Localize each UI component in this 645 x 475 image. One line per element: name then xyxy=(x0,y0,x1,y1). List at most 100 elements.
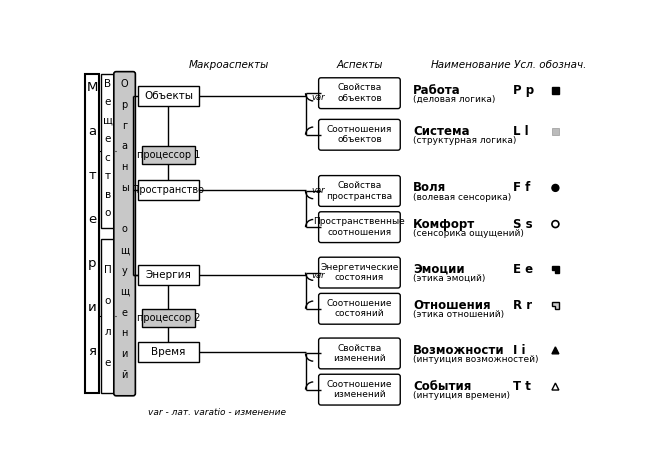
Text: в: в xyxy=(104,190,111,200)
Bar xyxy=(552,128,559,135)
FancyBboxPatch shape xyxy=(319,176,401,206)
Bar xyxy=(85,74,99,393)
FancyBboxPatch shape xyxy=(319,78,401,109)
Text: var: var xyxy=(312,93,325,102)
Text: Эмоции: Эмоции xyxy=(413,263,465,276)
Text: Энергетические
состояния: Энергетические состояния xyxy=(321,263,399,282)
Text: Время: Время xyxy=(152,347,186,357)
Text: процессор 1: процессор 1 xyxy=(137,150,200,160)
Text: Свойства
объектов: Свойства объектов xyxy=(337,84,382,103)
Polygon shape xyxy=(552,347,559,354)
Text: Усл. обознач.: Усл. обознач. xyxy=(514,60,586,70)
Text: Пространство: Пространство xyxy=(132,185,204,195)
Text: Объекты: Объекты xyxy=(144,91,193,101)
Text: var - лат. varatio - изменение: var - лат. varatio - изменение xyxy=(148,408,286,417)
Text: е: е xyxy=(88,213,96,226)
Text: Отношения: Отношения xyxy=(413,299,491,312)
Text: е: е xyxy=(104,358,111,368)
Text: т: т xyxy=(104,171,111,181)
Text: S s: S s xyxy=(513,218,533,230)
Polygon shape xyxy=(552,383,559,390)
Text: Соотношения
объектов: Соотношения объектов xyxy=(327,125,392,144)
Text: var: var xyxy=(312,187,325,196)
Bar xyxy=(101,239,115,393)
Text: е: е xyxy=(122,308,128,318)
Circle shape xyxy=(552,220,559,228)
Text: й: й xyxy=(121,370,128,380)
Bar xyxy=(137,180,199,200)
Text: (деловая логика): (деловая логика) xyxy=(413,95,496,104)
Text: процессор 2: процессор 2 xyxy=(137,313,200,323)
Text: щ: щ xyxy=(103,116,113,126)
Polygon shape xyxy=(552,266,559,273)
Text: ы: ы xyxy=(121,183,128,193)
Text: н: н xyxy=(121,162,128,172)
Text: (структурная логика): (структурная логика) xyxy=(413,136,517,145)
Bar xyxy=(137,265,199,285)
Polygon shape xyxy=(552,302,559,309)
Text: Система: Система xyxy=(413,125,470,138)
Text: щ: щ xyxy=(120,287,129,297)
Bar xyxy=(143,145,195,164)
Text: е: е xyxy=(104,134,111,144)
Text: а: а xyxy=(88,125,96,138)
Bar xyxy=(101,74,115,228)
Text: а: а xyxy=(122,142,128,152)
FancyBboxPatch shape xyxy=(319,212,401,243)
Text: События: События xyxy=(413,380,471,393)
Text: о: о xyxy=(104,209,111,218)
Bar xyxy=(552,86,559,94)
Text: л: л xyxy=(104,327,111,337)
Text: (сенсорика ощущений): (сенсорика ощущений) xyxy=(413,229,524,238)
Bar xyxy=(143,309,195,327)
Text: о: о xyxy=(104,296,111,306)
Text: E e: E e xyxy=(513,263,533,276)
Text: и: и xyxy=(121,349,128,359)
Text: В: В xyxy=(104,79,111,89)
FancyBboxPatch shape xyxy=(114,72,135,396)
Text: г: г xyxy=(122,121,127,131)
Text: Работа: Работа xyxy=(413,84,461,96)
Circle shape xyxy=(552,184,559,191)
Text: Свойства
изменений: Свойства изменений xyxy=(333,344,386,363)
Text: L l: L l xyxy=(513,125,529,138)
Text: Наименование: Наименование xyxy=(431,60,511,70)
Text: T t: T t xyxy=(513,380,531,393)
Text: F f: F f xyxy=(513,181,531,194)
Text: R r: R r xyxy=(513,299,533,312)
Text: е: е xyxy=(104,97,111,107)
Text: Комфорт: Комфорт xyxy=(413,218,475,230)
Bar xyxy=(137,342,199,362)
Text: var: var xyxy=(312,271,325,280)
Text: Возможности: Возможности xyxy=(413,344,505,357)
FancyBboxPatch shape xyxy=(319,119,401,150)
Text: н: н xyxy=(121,328,128,338)
FancyBboxPatch shape xyxy=(319,338,401,369)
Text: (интуиция возможностей): (интуиция возможностей) xyxy=(413,355,539,364)
FancyBboxPatch shape xyxy=(319,257,401,288)
Text: у: у xyxy=(122,266,128,276)
Bar xyxy=(137,86,199,106)
Text: Макроаспекты: Макроаспекты xyxy=(188,60,269,70)
Text: Энергия: Энергия xyxy=(146,270,192,280)
Text: О: О xyxy=(121,79,128,89)
Text: (волевая сенсорика): (волевая сенсорика) xyxy=(413,193,511,202)
Text: о: о xyxy=(122,225,128,235)
Text: П: П xyxy=(104,266,112,276)
Text: Свойства
пространства: Свойства пространства xyxy=(326,181,393,200)
FancyBboxPatch shape xyxy=(319,294,401,324)
FancyBboxPatch shape xyxy=(319,374,401,405)
Text: р: р xyxy=(88,257,97,270)
Text: М: М xyxy=(86,81,98,95)
Text: с: с xyxy=(104,153,110,163)
Text: Пространственные
соотношения: Пространственные соотношения xyxy=(313,218,405,237)
Text: I i: I i xyxy=(513,344,526,357)
Text: я: я xyxy=(88,345,96,358)
Text: щ: щ xyxy=(120,245,129,255)
Text: и: и xyxy=(88,301,97,314)
Text: P p: P p xyxy=(513,84,535,96)
Text: Воля: Воля xyxy=(413,181,446,194)
Text: Соотношение
изменений: Соотношение изменений xyxy=(326,380,392,399)
Text: (этика отношений): (этика отношений) xyxy=(413,311,504,320)
Text: (интуиция времени): (интуиция времени) xyxy=(413,391,510,400)
